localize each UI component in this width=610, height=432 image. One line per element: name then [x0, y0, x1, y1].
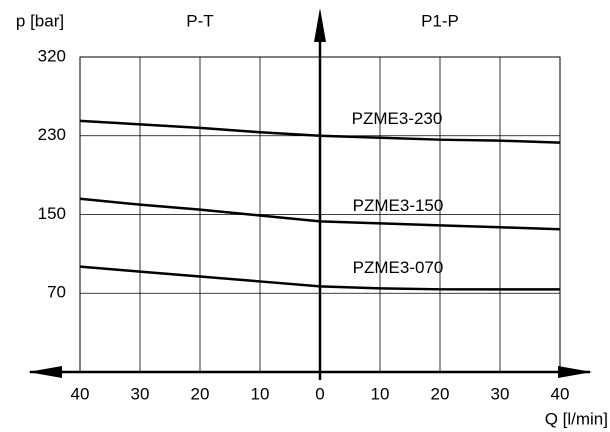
x-tick-label: 30 — [131, 384, 150, 403]
series-label: PZME3-230 — [352, 109, 443, 128]
x-tick-label: 20 — [191, 384, 210, 403]
x-axis-arrow — [558, 366, 592, 378]
x-tick-label: 40 — [551, 384, 570, 403]
series-label: PZME3-150 — [353, 196, 444, 215]
region-label: P-T — [186, 11, 213, 30]
curve — [79, 197, 561, 231]
y-axis-label: p [bar] — [16, 11, 64, 30]
curve — [79, 265, 560, 291]
x-tick-label: 10 — [251, 384, 270, 403]
x-axis-label: Q [l/min] — [545, 409, 608, 428]
region-label: P1-P — [421, 11, 459, 30]
x-tick-label: 40 — [71, 384, 90, 403]
y-tick-label: 230 — [38, 125, 66, 144]
x-axis-arrow — [28, 366, 62, 378]
curve — [79, 119, 561, 144]
series-label: PZME3-070 — [353, 258, 444, 277]
y-tick-label: 320 — [38, 46, 66, 65]
x-tick-label: 30 — [491, 384, 510, 403]
x-tick-label: 10 — [371, 384, 390, 403]
y-tick-label: 150 — [38, 204, 66, 223]
y-axis-arrow — [314, 8, 326, 42]
y-tick-label: 70 — [47, 283, 66, 302]
x-tick-label: 0 — [315, 384, 324, 403]
x-tick-label: 20 — [431, 384, 450, 403]
